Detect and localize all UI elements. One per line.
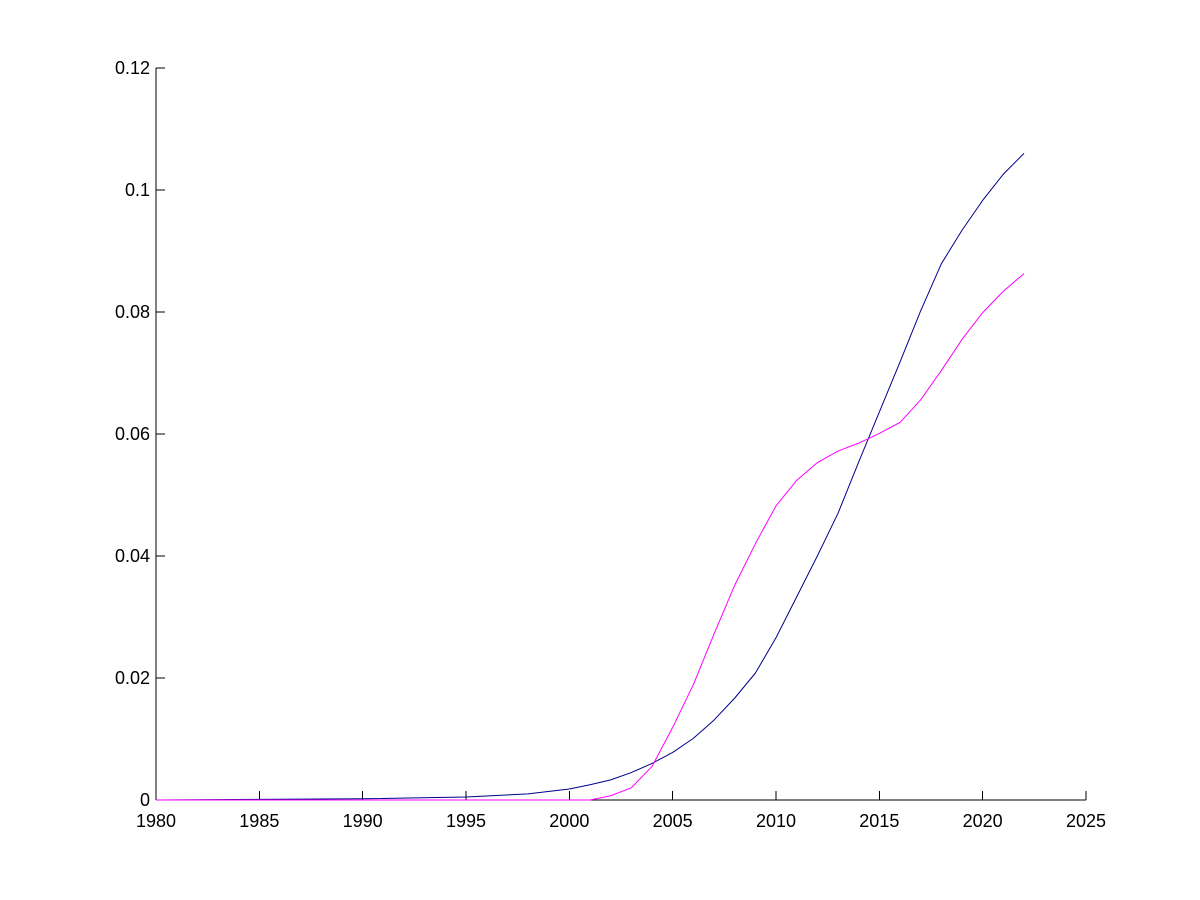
x-tick-label: 1995: [446, 811, 486, 831]
series-line-2: [156, 273, 1025, 801]
y-tick-label: 0.08: [115, 302, 150, 322]
x-tick-label: 2005: [653, 811, 693, 831]
x-tick-label: 1985: [239, 811, 279, 831]
y-axis-ticks: 0 0.02 0.04 0.06 0.08 0.1 0.12: [115, 58, 165, 810]
y-tick-label: 0.04: [115, 546, 150, 566]
y-tick-label: 0.12: [115, 58, 150, 78]
x-tick-label: 2000: [549, 811, 589, 831]
axes: [155, 68, 1086, 801]
y-tick-label: 0.02: [115, 668, 150, 688]
y-tick-label: 0.06: [115, 424, 150, 444]
series-line-1: [155, 153, 1025, 801]
x-tick-label: 2025: [1066, 811, 1106, 831]
x-tick-label: 1990: [343, 811, 383, 831]
x-tick-label: 2020: [963, 811, 1003, 831]
x-axis-ticks: 1980 1985 1990 1995 2000 2005 2010 2015 2020 2025: [136, 791, 1106, 831]
series-layer: [155, 153, 1025, 801]
x-tick-label: 2010: [756, 811, 796, 831]
y-tick-label: 0.1: [125, 180, 150, 200]
y-tick-label: 0: [140, 790, 150, 810]
x-tick-label: 1980: [136, 811, 176, 831]
x-tick-label: 2015: [859, 811, 899, 831]
